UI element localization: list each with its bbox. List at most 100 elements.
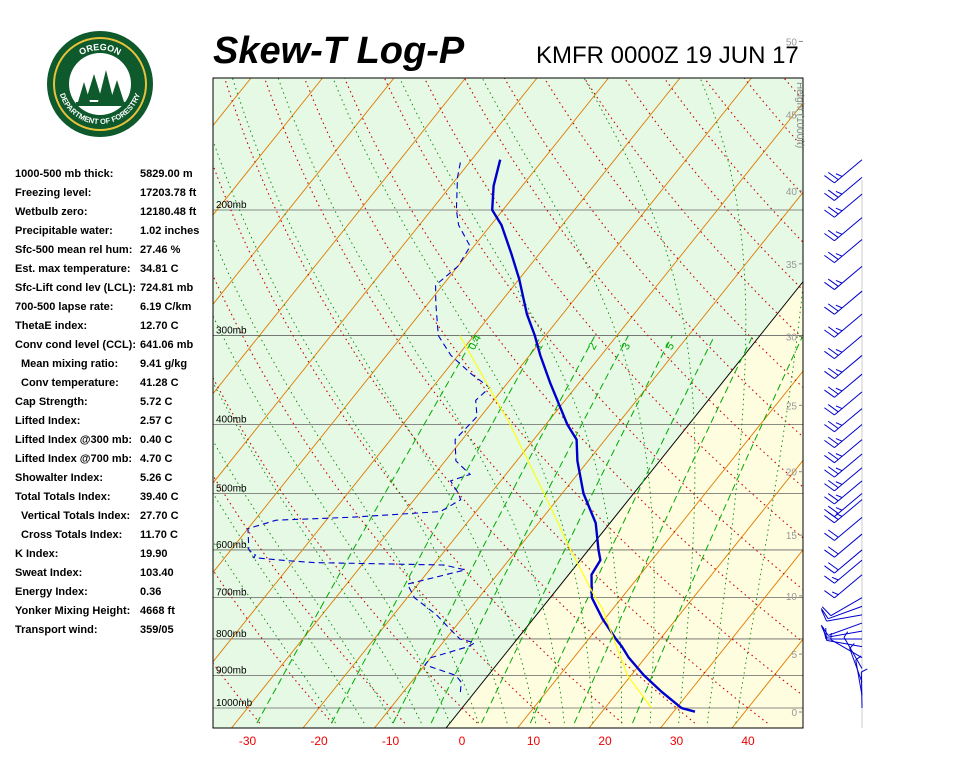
- wind-barb: [824, 373, 863, 398]
- index-row: Sweat Index: 103.40: [15, 567, 215, 586]
- pressure-label: 200mb: [216, 200, 247, 211]
- wind-barb-staff: [834, 499, 863, 524]
- index-value: 359/05: [140, 624, 174, 636]
- wind-barb-flag: [824, 233, 835, 242]
- wind-barb-flag: [827, 466, 839, 475]
- wind-barb-flag: [827, 451, 839, 460]
- index-value: 4668 ft: [140, 605, 175, 617]
- wind-barb-staff: [828, 622, 863, 636]
- wind-barb-flag: [824, 496, 835, 505]
- wind-barb-flag: [835, 481, 843, 485]
- wind-barb-flag: [824, 439, 835, 449]
- isotherm-line: [660, 549, 803, 728]
- index-row: Cap Strength: 5.72 C: [15, 396, 215, 415]
- wind-barb: [824, 391, 863, 416]
- pressure-label: 500mb: [216, 484, 247, 495]
- index-row: Lifted Index @300 mb: 0.40 C: [15, 434, 215, 453]
- moist-adiabat: [277, 78, 565, 724]
- height-tick-label: 50: [786, 37, 798, 48]
- wind-barb-flag: [824, 590, 835, 599]
- temperature-trace: [490, 159, 696, 713]
- dry-adiabat: [383, 78, 803, 591]
- wind-barb-flag: [827, 505, 839, 514]
- mixing-ratio-line: [392, 335, 596, 724]
- isotherm-line: [213, 78, 609, 574]
- height-tick-label: 25: [786, 401, 798, 412]
- isotherm-line: [213, 78, 466, 395]
- index-label: Wetbulb zero:: [15, 206, 88, 218]
- moist-adiabat: [399, 78, 623, 724]
- wind-barb: [824, 453, 863, 478]
- index-value: 0.40 C: [140, 434, 173, 446]
- isotherm-line: [213, 78, 681, 663]
- wind-barb: [821, 609, 863, 622]
- wind-barb: [820, 622, 863, 636]
- wind-barb-staff: [849, 648, 863, 683]
- wind-barb-flag: [821, 606, 832, 616]
- wind-barb-flag: [827, 206, 839, 215]
- index-label: Showalter Index:: [15, 472, 104, 484]
- temperature-tick-label: 20: [598, 734, 612, 748]
- wind-barb-staff: [826, 639, 863, 648]
- wind-barb: [824, 493, 863, 518]
- wind-barb-staff: [834, 335, 863, 359]
- wind-barb: [824, 335, 863, 360]
- wind-barb-flag: [824, 532, 835, 541]
- wind-barb-flag: [824, 350, 835, 360]
- wind-barb-flag: [824, 549, 835, 558]
- wind-barb-staff: [834, 239, 863, 264]
- wind-barb: [824, 355, 863, 379]
- wind-barb-staff: [834, 424, 863, 449]
- wind-barb-staff: [855, 659, 863, 696]
- wind-barb-staff: [834, 159, 863, 184]
- index-row: Lifted Index @700 mb: 4.70 C: [15, 453, 215, 472]
- wind-barb: [824, 480, 863, 505]
- wind-barb: [860, 668, 868, 709]
- pressure-label: 300mb: [216, 325, 247, 336]
- wind-barb-flag: [824, 407, 835, 416]
- wind-barb-flag: [835, 369, 843, 373]
- mixing-ratio-line: [256, 335, 476, 724]
- dry-adiabat: [213, 274, 551, 724]
- index-label: 700-500 lapse rate:: [15, 301, 114, 313]
- wind-barb-flag: [824, 565, 835, 574]
- wind-barb-staff: [834, 408, 863, 433]
- index-label: Conv temperature:: [21, 377, 119, 389]
- wind-barb-flag: [861, 668, 868, 673]
- dry-adiabat: [213, 474, 406, 724]
- wind-barb: [824, 439, 863, 464]
- index-row: Freezing level: 17203.78 ft: [15, 187, 215, 206]
- wind-barb: [824, 177, 863, 201]
- wind-barb-staff: [834, 467, 863, 492]
- index-value: 17203.78 ft: [140, 187, 197, 199]
- index-value: 1.02 inches: [140, 225, 200, 237]
- index-row: Conv cond level (CCL): 641.06 mb: [15, 339, 215, 358]
- wind-barb-flag: [820, 624, 829, 636]
- temperature-tick-label: -30: [239, 734, 257, 748]
- wind-barb-flag: [821, 609, 828, 622]
- wind-barb-flag: [835, 405, 843, 410]
- moist-adiabat: [735, 281, 803, 724]
- mixing-ratio-line: [331, 335, 542, 724]
- wind-barb-flag: [825, 627, 828, 641]
- index-row: Conv temperature: 41.28 C: [15, 377, 215, 396]
- height-tick-label: 30: [786, 332, 798, 343]
- index-label: Total Totals Index:: [15, 491, 111, 503]
- wind-barb-flag: [824, 424, 835, 433]
- wind-barb: [824, 499, 863, 524]
- wind-barb-flag: [824, 515, 835, 524]
- index-value: 27.46 %: [140, 244, 181, 256]
- isotherm-line: [213, 78, 323, 216]
- index-row: Est. max temperature: 34.81 C: [15, 263, 215, 282]
- index-label: Est. max temperature:: [15, 263, 131, 275]
- index-value: 12180.48 ft: [140, 206, 197, 218]
- index-label: Yonker Mixing Height:: [15, 605, 131, 617]
- height-tick-label: 40: [786, 187, 798, 198]
- wind-barb: [824, 159, 863, 184]
- wind-barb-flag: [835, 327, 843, 332]
- index-value: 5.26 C: [140, 472, 173, 484]
- temperature-tick-label: 30: [670, 734, 684, 748]
- wind-barb: [824, 266, 863, 290]
- wind-barb-flag: [824, 508, 835, 518]
